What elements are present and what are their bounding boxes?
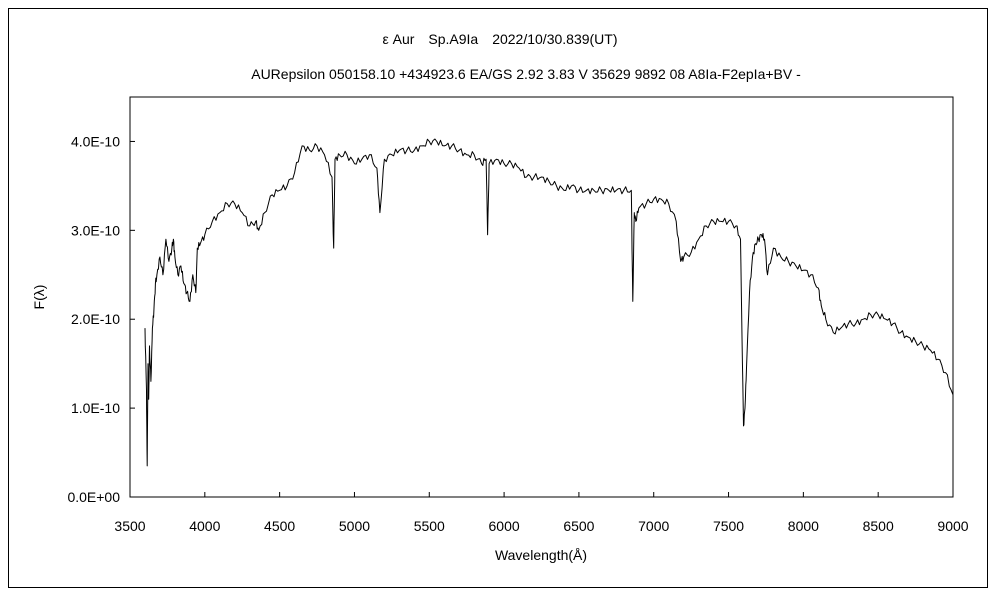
x-axis-label: Wavelength(Å) [495,547,587,563]
y-axis-label: F(λ) [31,285,47,310]
y-tick-label: 3.0E-10 [71,222,120,238]
x-tick-label: 6500 [563,518,594,534]
x-tick-label: 9000 [937,518,968,534]
x-tick-label: 7500 [713,518,744,534]
y-axis-ticks: 0.0E+00 1.0E-10 2.0E-10 3.0E-10 4.0E-10 [67,133,135,505]
x-tick-label: 8000 [788,518,819,534]
y-tick-label: 2.0E-10 [71,311,120,327]
chart-title: ε Aur Sp.A9Ia 2022/10/30.839(UT) [382,31,617,47]
x-tick-label: 4000 [189,518,220,534]
y-tick-label: 1.0E-10 [71,400,120,416]
chart-subtitle: AURepsilon 050158.10 +434923.6 EA/GS 2.9… [251,66,801,82]
spectrum-line [144,138,954,467]
x-tick-label: 4500 [264,518,295,534]
figure-frame [8,8,988,588]
y-tick-label: 0.0E+00 [67,489,120,505]
x-tick-label: 7000 [638,518,669,534]
x-tick-label: 5000 [339,518,370,534]
x-tick-label: 3500 [114,518,145,534]
x-tick-label: 5500 [414,518,445,534]
plot-area [129,96,954,498]
x-axis-ticks: 3500 4000 4500 5000 5500 6000 6500 7000 7500 8000… [114,492,969,534]
y-tick-label: 4.0E-10 [71,133,120,149]
x-tick-label: 6000 [489,518,520,534]
x-tick-label: 8500 [863,518,894,534]
